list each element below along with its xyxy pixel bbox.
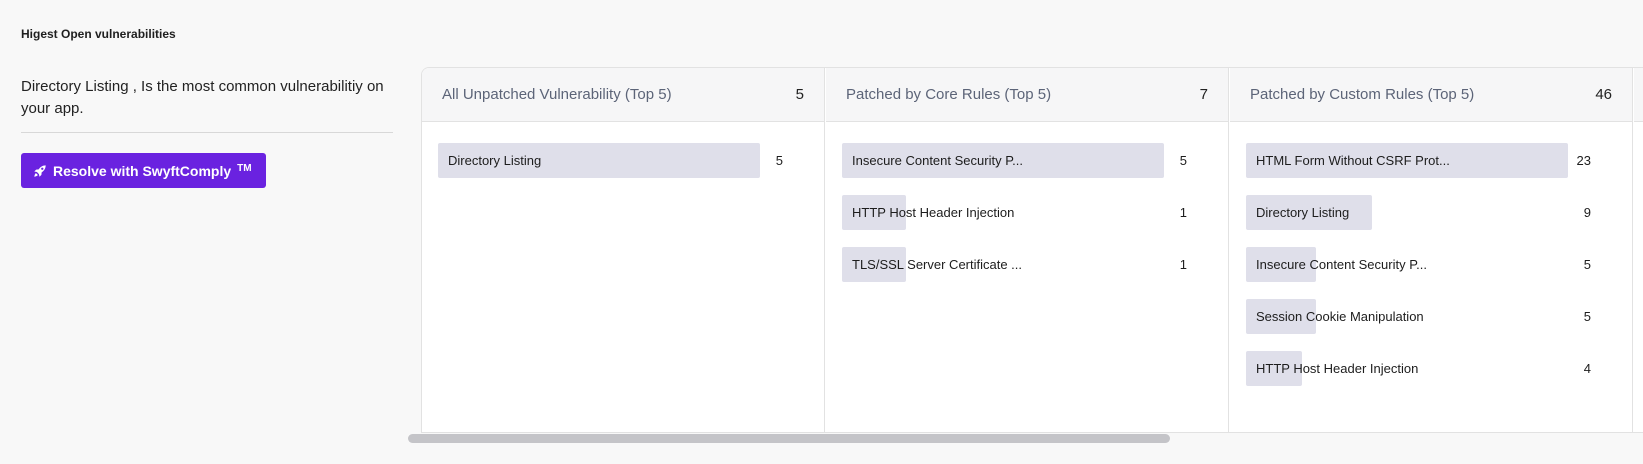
vulnerability-bar — [842, 195, 907, 230]
vulnerability-row[interactable]: TLS/SSL Server Certificate ... 1 — [842, 247, 1212, 282]
vulnerability-label: Insecure Content Security P... — [1256, 257, 1428, 272]
column-header: All Unpatched Vulnerability (Top 5) 5 — [422, 68, 824, 122]
vulnerability-bar — [1246, 351, 1302, 386]
vulnerability-row[interactable]: Insecure Content Security P... 5 — [1246, 247, 1616, 282]
vulnerability-label: Session Cookie Manipulation — [1256, 309, 1424, 324]
vulnerability-row[interactable]: HTTP Host Header Injection 4 — [1246, 351, 1616, 386]
vulnerability-row[interactable]: HTTP Host Header Injection 1 — [842, 195, 1212, 230]
vulnerability-bar — [842, 143, 1164, 178]
vulnerability-label: Insecure Content Security P... — [852, 153, 1024, 168]
column-header: Patched by Core Rules (Top 5) 7 — [826, 68, 1228, 122]
vulnerability-row[interactable]: HTML Form Without CSRF Prot... 23 — [1246, 143, 1616, 178]
vulnerability-column: Patched by Core Rules (Top 5) 7 Insecure C… — [826, 68, 1229, 432]
vulnerability-count: 5 — [1583, 257, 1591, 272]
vulnerability-row[interactable]: Directory Listing 5 — [438, 143, 808, 178]
vulnerability-list: Directory Listing 5 — [422, 122, 824, 178]
vulnerability-label: HTML Form Without CSRF Prot... — [1256, 153, 1450, 168]
vulnerability-column: All Unpatched Vulnerability (Top 5) 5 Dire… — [422, 68, 825, 432]
vulnerability-bar — [1246, 143, 1568, 178]
vulnerability-list: HTML Form Without CSRF Prot... 23 Director… — [1230, 122, 1632, 386]
resolve-button-label: Resolve with SwyftComply — [53, 162, 232, 179]
summary-text: Directory Listing , Is the most common v… — [21, 76, 393, 133]
vulnerability-count: 5 — [1583, 309, 1591, 324]
vulnerability-column-offscreen — [1634, 68, 1643, 432]
rocket-icon — [33, 164, 47, 178]
vulnerability-row[interactable]: Session Cookie Manipulation 5 — [1246, 299, 1616, 334]
column-header — [1634, 68, 1643, 122]
resolve-with-swyftcomply-button[interactable]: Resolve with SwyftComply TM — [21, 153, 266, 188]
vulnerability-count: 5 — [1179, 153, 1187, 168]
vulnerability-count: 23 — [1576, 153, 1591, 168]
vulnerability-count: 5 — [775, 153, 783, 168]
column-count: 7 — [1199, 86, 1208, 103]
horizontal-scrollbar[interactable] — [408, 433, 1643, 443]
vulnerability-count: 4 — [1583, 361, 1591, 376]
vulnerability-count: 1 — [1179, 205, 1187, 220]
section-title: Higest Open vulnerabilities — [21, 27, 176, 41]
vulnerability-column: Patched by Custom Rules (Top 5) 46 HTML Fo… — [1230, 68, 1633, 432]
trademark-mark: TM — [237, 163, 252, 174]
scrollbar-thumb[interactable] — [408, 434, 1170, 443]
column-count: 5 — [795, 86, 804, 103]
vulnerability-label: HTTP Host Header Injection — [1256, 361, 1419, 376]
column-count: 46 — [1595, 86, 1612, 103]
vulnerability-bar — [1246, 247, 1316, 282]
column-title: All Unpatched Vulnerability (Top 5) — [442, 86, 672, 103]
vulnerability-bar — [842, 247, 907, 282]
vulnerability-label: Directory Listing — [1256, 205, 1350, 220]
vulnerability-board: All Unpatched Vulnerability (Top 5) 5 Dire… — [421, 67, 1643, 433]
vulnerability-bar — [438, 143, 760, 178]
vulnerability-row[interactable]: Directory Listing 9 — [1246, 195, 1616, 230]
column-title: Patched by Core Rules (Top 5) — [846, 86, 1052, 103]
vulnerability-label: Directory Listing — [448, 153, 542, 168]
vulnerability-label: HTTP Host Header Injection — [852, 205, 1015, 220]
vulnerability-count: 9 — [1583, 205, 1591, 220]
vulnerability-count: 1 — [1179, 257, 1187, 272]
column-header: Patched by Custom Rules (Top 5) 46 — [1230, 68, 1632, 122]
summary-panel: Directory Listing , Is the most common v… — [21, 76, 393, 188]
vulnerability-row[interactable]: Insecure Content Security P... 5 — [842, 143, 1212, 178]
vulnerability-bar — [1246, 299, 1316, 334]
vulnerability-bar — [1246, 195, 1372, 230]
vulnerability-list: Insecure Content Security P... 5 HTTP Host… — [826, 122, 1228, 282]
vulnerability-label: TLS/SSL Server Certificate ... — [852, 257, 1023, 272]
column-title: Patched by Custom Rules (Top 5) — [1250, 86, 1475, 103]
